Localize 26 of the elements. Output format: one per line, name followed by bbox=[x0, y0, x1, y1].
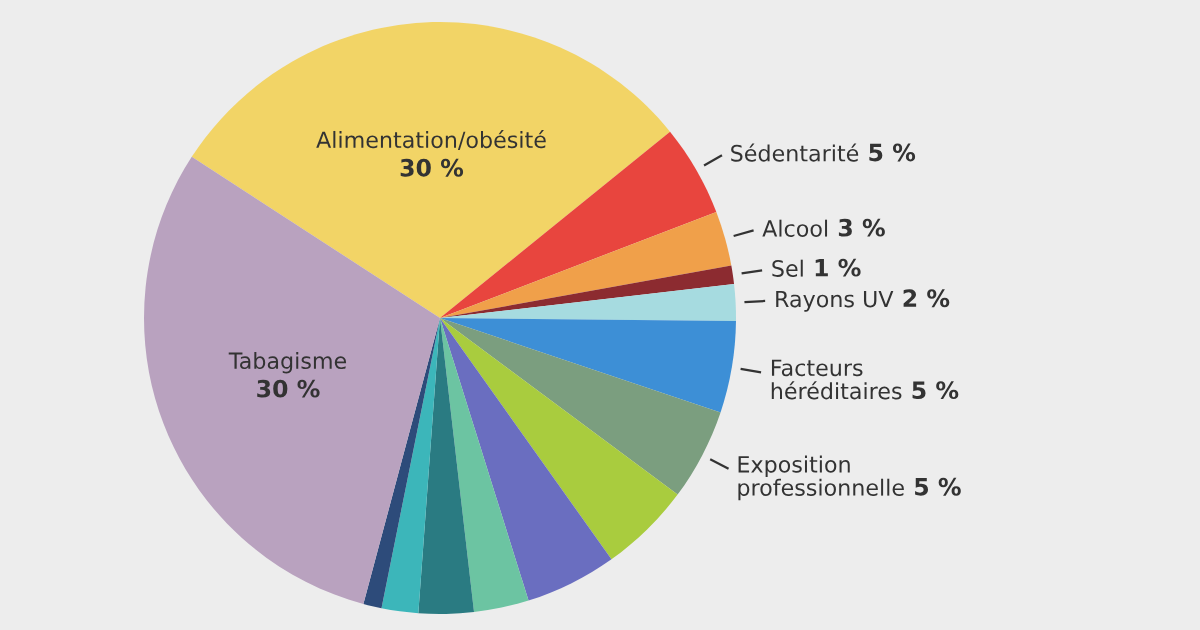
slice-label: Tabagisme bbox=[228, 351, 347, 374]
data-label: 2 % bbox=[903, 289, 950, 308]
slice-label: Sédentarité bbox=[731, 143, 859, 162]
data-label: 3 % bbox=[838, 218, 885, 237]
pie-slice bbox=[440, 318, 678, 560]
pie-slice bbox=[144, 156, 440, 604]
pie-slice bbox=[440, 318, 721, 495]
pie-slice bbox=[440, 318, 612, 601]
pie-slice bbox=[440, 211, 732, 318]
slice-label: Rayons UV bbox=[776, 290, 894, 312]
data-label: 1 % bbox=[815, 258, 861, 277]
data-label: 30 % bbox=[257, 379, 320, 398]
pie-slice bbox=[440, 318, 736, 413]
slice-label: Alcool bbox=[762, 219, 828, 237]
pie-slice bbox=[440, 265, 735, 318]
slice-label: Exposition professionnelle bbox=[738, 455, 904, 501]
pie-slice bbox=[440, 318, 529, 613]
pie-slice bbox=[381, 318, 440, 614]
data-label: 30 % bbox=[400, 158, 464, 177]
slice-label: Facteurs héréditaires bbox=[771, 359, 902, 400]
data-label: 5 % bbox=[915, 477, 961, 496]
slice-label: Alimentation/obésité bbox=[316, 130, 546, 150]
pie-slice bbox=[191, 22, 671, 318]
data-label: 5 % bbox=[869, 143, 916, 162]
data-label: 5 % bbox=[912, 381, 959, 400]
slice-label: Sel bbox=[772, 259, 803, 277]
